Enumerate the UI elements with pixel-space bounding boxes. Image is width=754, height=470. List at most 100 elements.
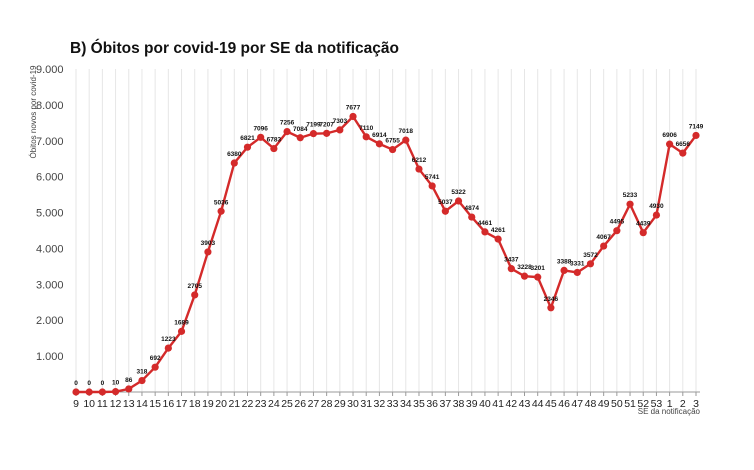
data-point (454, 197, 463, 205)
y-axis-label: Óbitos novos por covid-19 (29, 65, 38, 158)
data-point (191, 291, 199, 299)
y-tick-label: 8.000 (36, 100, 64, 112)
x-tick-label: 51 (624, 398, 636, 410)
data-label: 7677 (346, 104, 361, 111)
data-point (336, 126, 344, 134)
data-label: 4439 (636, 221, 651, 228)
data-label: 6212 (412, 157, 427, 164)
data-label: 2705 (187, 283, 202, 290)
data-point (388, 145, 397, 154)
data-label: 3572 (583, 252, 598, 259)
x-tick-label: 47 (571, 398, 583, 410)
x-tick-label: 9 (73, 398, 79, 410)
data-point (507, 265, 515, 273)
x-tick-label: 52 (637, 398, 649, 410)
data-label: 0 (101, 380, 105, 387)
data-label: 4495 (610, 219, 625, 226)
chart-title: B) Óbitos por covid-19 por SE da notific… (70, 39, 399, 57)
data-point (468, 213, 476, 221)
x-tick-label: 39 (466, 398, 478, 410)
data-point (309, 130, 318, 138)
y-tick-label: 3.000 (36, 279, 64, 291)
x-tick-label: 17 (176, 398, 188, 410)
data-label: 318 (137, 369, 148, 376)
data-label: 3903 (201, 240, 216, 247)
data-point (428, 182, 436, 190)
data-label: 0 (74, 380, 78, 387)
data-point (639, 229, 647, 237)
y-tick-label: 2.000 (36, 315, 64, 327)
data-label: 0 (87, 380, 91, 387)
data-point (349, 112, 357, 121)
data-point (85, 388, 93, 396)
data-point (652, 211, 661, 219)
x-tick-label: 28 (321, 398, 333, 410)
data-point (257, 133, 265, 141)
data-point (481, 228, 489, 236)
data-point (560, 266, 568, 275)
data-point (375, 140, 384, 148)
y-tick-label: 7.000 (36, 136, 64, 148)
data-point (72, 388, 80, 396)
data-label: 5036 (214, 199, 229, 206)
x-tick-label: 36 (426, 398, 438, 410)
x-tick-label: 33 (387, 398, 399, 410)
x-tick-label: 19 (202, 398, 214, 410)
data-point (323, 129, 331, 137)
data-point (679, 149, 687, 157)
data-label: 6755 (385, 138, 400, 145)
data-label: 6914 (372, 132, 387, 139)
data-label: 7096 (253, 125, 268, 132)
data-point (243, 143, 252, 151)
data-point (586, 260, 595, 268)
x-tick-label: 37 (440, 398, 452, 410)
data-label: 86 (125, 377, 133, 384)
x-tick-label: 48 (585, 398, 597, 410)
data-label: 4930 (649, 203, 664, 210)
data-label: 6821 (240, 135, 255, 142)
data-label: 7207 (319, 121, 334, 128)
data-point (494, 235, 502, 243)
x-tick-label: 41 (492, 398, 504, 410)
data-label: 4461 (478, 220, 493, 227)
x-tick-label: 45 (545, 398, 557, 410)
series-points (72, 112, 700, 396)
x-tick-label: 38 (453, 398, 465, 410)
data-point (138, 376, 146, 385)
data-label: 7199 (306, 122, 321, 129)
data-point (573, 268, 581, 277)
x-tick-label: 25 (281, 398, 293, 410)
data-point (111, 388, 120, 396)
data-label: 1223 (161, 336, 176, 343)
grid (75, 69, 697, 392)
x-tick-label: 12 (110, 398, 122, 410)
data-label: 5322 (451, 189, 466, 196)
axes (74, 391, 700, 396)
x-tick-labels: 9 10 11 12 13 14 15 16 17 18 19 20 21 22 23 24 25 26 27 28 2… (73, 398, 699, 410)
data-label: 6906 (662, 132, 677, 139)
data-label: 3388 (557, 258, 572, 265)
data-point (666, 140, 674, 148)
data-point (547, 304, 555, 312)
data-label: 6783 (267, 137, 282, 144)
x-tick-label: 15 (149, 398, 161, 410)
x-tick-label: 13 (123, 398, 135, 410)
data-point (151, 363, 159, 371)
x-tick-label: 35 (413, 398, 425, 410)
data-label: 3437 (504, 257, 519, 264)
data-point (441, 207, 449, 215)
data-point (270, 144, 278, 153)
data-label: 7303 (333, 118, 348, 125)
y-tick-label: 9.000 (36, 64, 64, 76)
data-point (98, 388, 106, 396)
data-label: 3201 (530, 265, 545, 272)
data-label: 692 (150, 355, 161, 362)
y-tick-label: 5.000 (36, 208, 64, 220)
data-label: 4067 (596, 234, 611, 241)
data-label: 3331 (570, 260, 585, 267)
data-label: 7084 (293, 126, 308, 133)
y-tick-labels: 1.000 2.000 3.000 4.000 5.000 6.000 7.000 8.000… (36, 64, 64, 363)
data-point (600, 242, 608, 250)
